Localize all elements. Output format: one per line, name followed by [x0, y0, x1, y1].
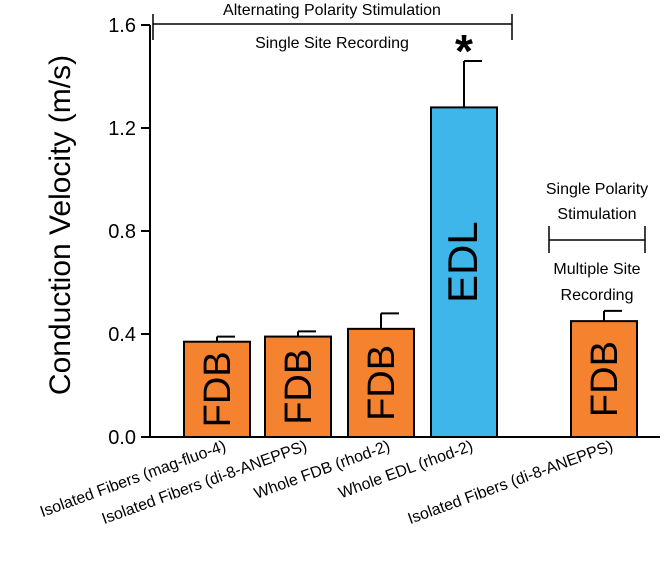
bar-label: FDB [584, 341, 626, 417]
y-axis-label: Conduction Velocity (m/s) [44, 55, 77, 395]
bar-label: EDL [439, 221, 486, 303]
y-tick-label: 1.6 [108, 15, 136, 37]
group1-top-label: Alternating Polarity Stimulation [223, 2, 441, 19]
bar-label: FDB [361, 345, 403, 421]
bar [264, 335, 332, 439]
bars-group: FDB FDB FDB EDL FDB * [183, 25, 638, 439]
y-tick-label: 1.2 [108, 118, 136, 140]
y-tick-label: 0.8 [108, 221, 136, 243]
y-tick-label: 0.4 [108, 324, 136, 346]
bar [347, 327, 415, 439]
bar [570, 320, 638, 438]
group2-top-label-line1: Single Polarity [546, 181, 648, 198]
group1-bottom-label: Single Site Recording [255, 35, 409, 52]
significance-asterisk: * [455, 25, 473, 77]
group2-bottom-label-line2: Recording [561, 287, 634, 304]
bar [430, 106, 498, 439]
bar-label: FDB [278, 349, 320, 425]
x-tick-label: Whole FDB (rhod-2) [252, 438, 392, 503]
group1-bracket: Alternating Polarity Stimulation Single … [152, 0, 513, 52]
group2-top-label-line2: Stimulation [557, 206, 636, 223]
bar-label: FDB [197, 351, 239, 427]
group2-bracket: Single Polarity Stimulation Multiple Sit… [546, 181, 648, 304]
y-tick-label: 0.0 [108, 427, 136, 449]
y-ticks: 0.0 0.4 0.8 1.2 1.6 [108, 15, 150, 449]
bar [183, 340, 251, 439]
group2-bottom-label-line1: Multiple Site [553, 261, 640, 278]
x-tick-labels: Isolated Fibers (mag-fluo-4)Isolated Fib… [38, 438, 615, 528]
